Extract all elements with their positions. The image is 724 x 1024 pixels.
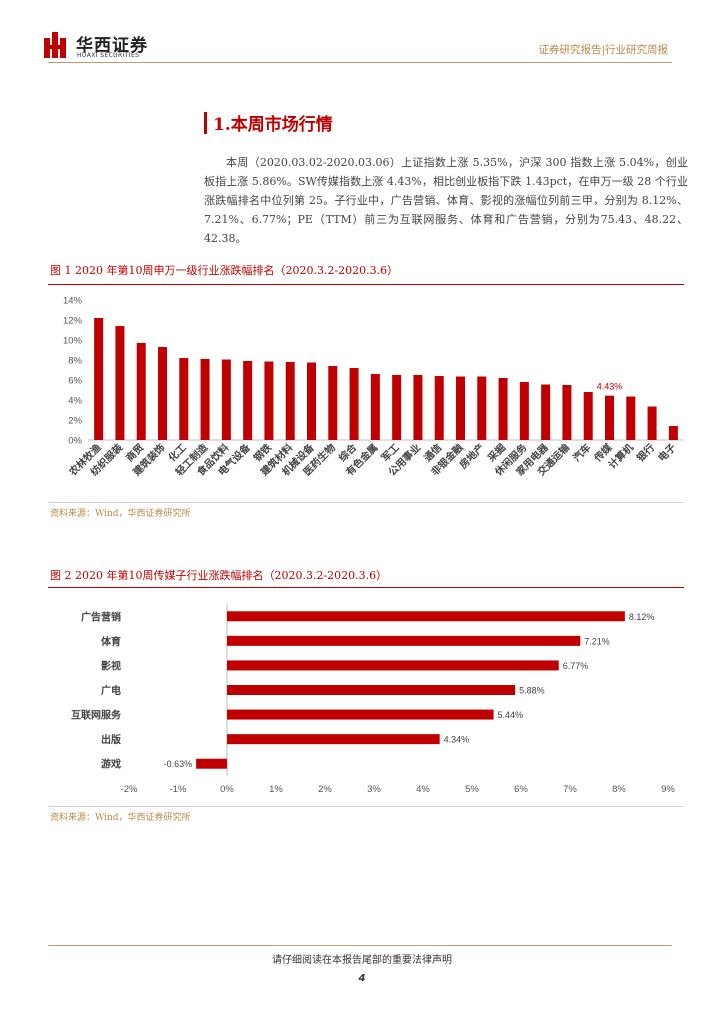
logo-en-text: HUAXI SECURITIES bbox=[77, 52, 140, 59]
x-tick-label: 1% bbox=[269, 784, 283, 795]
data-label: -0.63% bbox=[164, 759, 193, 769]
y-tick-label: 10% bbox=[63, 336, 83, 347]
bar-互联网服务 bbox=[227, 709, 494, 720]
bar-化工 bbox=[179, 358, 189, 440]
huaxi-logo-icon bbox=[44, 32, 66, 58]
figure1-source: 资料来源：Wind，华西证券研究所 bbox=[50, 509, 191, 519]
bar-游戏 bbox=[196, 758, 227, 769]
footer-divider bbox=[48, 945, 672, 946]
bar-综合 bbox=[349, 368, 359, 440]
y-tick-label: 游戏 bbox=[101, 758, 121, 771]
figure1-title: 图 1 2020 年第10周申万一级行业涨跌幅排名（2020.3.2-2020.… bbox=[50, 264, 399, 277]
y-tick-label: 6% bbox=[68, 376, 82, 387]
bar-房地产 bbox=[477, 376, 487, 440]
bar-公用事业 bbox=[413, 375, 423, 440]
bar-非银金融 bbox=[456, 376, 465, 440]
bar-有色金属 bbox=[370, 374, 380, 440]
bar-广电 bbox=[227, 685, 516, 695]
y-tick-label: 互联网服务 bbox=[71, 709, 122, 722]
x-tick-label: 7% bbox=[563, 784, 577, 795]
y-tick-label: 8% bbox=[68, 356, 82, 367]
y-tick-label: 2% bbox=[68, 416, 82, 427]
y-tick-label: 出版 bbox=[101, 733, 121, 746]
bar-电子 bbox=[668, 426, 678, 440]
page-number: 4 bbox=[358, 973, 366, 984]
bar-采掘 bbox=[498, 378, 508, 440]
bar-军工 bbox=[392, 375, 402, 440]
bar-食品饮料 bbox=[221, 359, 231, 440]
figure1-top-rule bbox=[48, 284, 684, 285]
figure1-bottom-rule bbox=[48, 502, 684, 503]
data-label-media: 4.43% bbox=[597, 382, 623, 392]
bar-纺织服装 bbox=[115, 326, 125, 440]
bar-医药生物 bbox=[328, 366, 338, 440]
x-tick-label: -2% bbox=[121, 784, 138, 795]
y-tick-label: 4% bbox=[68, 396, 82, 407]
header-divider bbox=[48, 62, 672, 63]
y-tick-label: 广电 bbox=[101, 684, 121, 697]
x-tick-label: -1% bbox=[170, 784, 187, 795]
figure2-title: 图 2 2020 年第10周传媒子行业涨跌幅排名（2020.3.2-2020.3… bbox=[50, 569, 388, 582]
y-tick-label: 广告营销 bbox=[81, 610, 121, 623]
company-logo: 华西证券 HUAXI SECURITIES bbox=[44, 32, 184, 64]
bar-汽车 bbox=[583, 392, 593, 440]
bar-交通运输 bbox=[562, 385, 572, 440]
x-tick-label: 4% bbox=[416, 784, 430, 795]
y-tick-label: 0% bbox=[68, 436, 82, 447]
market-summary-paragraph: 本周（2020.03.02-2020.03.06）上证指数上涨 5.35%，沪深… bbox=[204, 156, 688, 245]
data-label: 8.12% bbox=[629, 612, 655, 622]
y-tick-label: 12% bbox=[63, 316, 83, 327]
y-tick-label: 影视 bbox=[101, 659, 121, 672]
x-tick-label: 0% bbox=[220, 784, 234, 795]
x-tick-label: 5% bbox=[465, 784, 479, 795]
bar-农林牧渔 bbox=[94, 318, 104, 440]
section-title-bar bbox=[204, 112, 207, 134]
legal-disclaimer-note: 请仔细阅读在本报告尾部的重要法律声明 bbox=[272, 955, 452, 966]
y-tick-label: 14% bbox=[63, 296, 83, 307]
data-label: 7.21% bbox=[584, 636, 610, 646]
figure2-top-rule bbox=[48, 587, 684, 588]
figure2-bottom-rule bbox=[48, 806, 684, 807]
bar-家用电器 bbox=[541, 384, 551, 440]
bar-计算机 bbox=[626, 396, 636, 440]
bar-建筑材料 bbox=[285, 362, 295, 440]
x-tick-label: 6% bbox=[514, 784, 528, 795]
report-type-label: 证券研究报告|行业研究周报 bbox=[538, 44, 668, 56]
data-label: 5.44% bbox=[498, 710, 524, 720]
data-label: 4.34% bbox=[444, 735, 470, 745]
x-tick-label: 9% bbox=[661, 784, 675, 795]
bar-建筑装饰 bbox=[158, 347, 167, 440]
bar-休闲服务 bbox=[519, 382, 529, 440]
bar-影视 bbox=[227, 660, 559, 671]
bar-通信 bbox=[434, 376, 444, 440]
logo-cn-text: 华西证券 bbox=[76, 36, 148, 56]
x-tick-label: 3% bbox=[367, 784, 381, 795]
bar-体育 bbox=[227, 635, 581, 646]
bar-出版 bbox=[227, 734, 440, 745]
bar-银行 bbox=[647, 406, 657, 440]
bar-轻工制造 bbox=[200, 359, 210, 440]
figure2-source: 资料来源：Wind，华西证券研究所 bbox=[50, 813, 191, 823]
bar-电气设备 bbox=[243, 361, 253, 440]
bar-传媒 bbox=[605, 395, 614, 440]
data-label: 5.88% bbox=[519, 686, 545, 696]
bar-钢铁 bbox=[264, 361, 274, 440]
data-label: 6.77% bbox=[563, 661, 589, 671]
bar-广告营销 bbox=[227, 611, 625, 622]
bar-机械设备 bbox=[307, 362, 316, 440]
x-tick-label: 2% bbox=[318, 784, 332, 795]
section-title: 1.本周市场行情 bbox=[213, 115, 333, 135]
bar-商贸 bbox=[136, 343, 146, 440]
y-tick-label: 体育 bbox=[101, 635, 121, 648]
x-tick-label: 8% bbox=[612, 784, 626, 795]
